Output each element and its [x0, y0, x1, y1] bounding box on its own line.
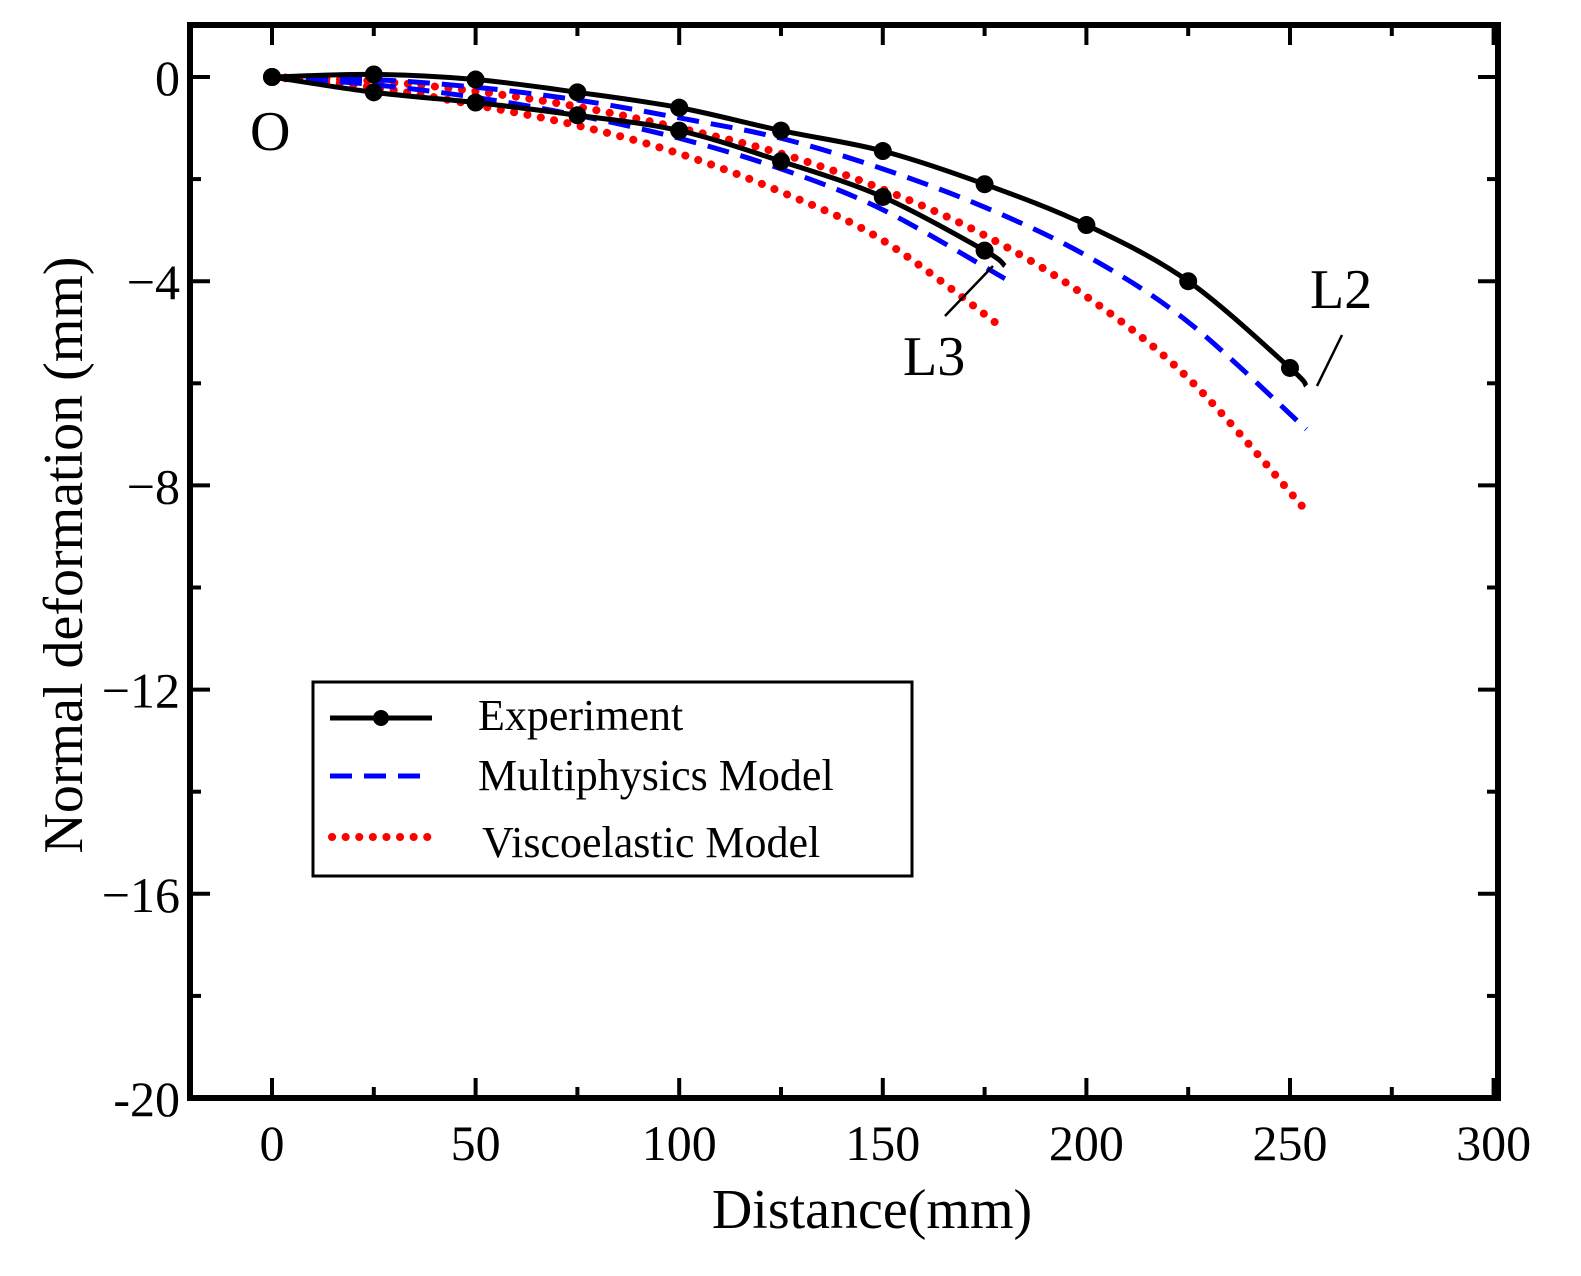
y-tick-label: -20	[113, 1071, 180, 1127]
series-l3-experiment-marker	[670, 121, 689, 140]
series-l2-experiment-marker	[1179, 272, 1198, 291]
series-l2-experiment-marker	[670, 98, 689, 117]
series-l2-multiphysics-model-line	[271, 74, 1308, 432]
series-l3-experiment-marker	[568, 106, 587, 125]
y-axis-label: Normal deformation (mm)	[33, 256, 95, 853]
series-l2-viscoelastic-model-line	[268, 73, 1311, 515]
x-tick-label: 200	[1049, 1115, 1124, 1171]
series-l2-experiment-line	[271, 71, 1309, 388]
series-l2-experiment-marker	[568, 83, 587, 102]
series-l3-multiphysics-model-line	[271, 74, 1007, 281]
y-tick-label: 0	[155, 50, 180, 106]
series-l2-experiment-marker	[466, 70, 485, 89]
legend-experiment-marker	[373, 710, 389, 726]
series-l3-viscoelastic-model-line	[268, 73, 1009, 334]
tick-layer: 0 50 100 150 200 250 300 0 −4 −8 −12 −16 -20	[102, 25, 1531, 1171]
series-l3-experiment-marker	[466, 93, 485, 112]
series-l2-experiment-marker	[364, 65, 383, 84]
y-tick-label: −4	[127, 254, 180, 310]
x-tick-label: 50	[451, 1115, 501, 1171]
y-tick-label: −8	[127, 458, 180, 514]
series-l3-experiment-marker	[263, 68, 281, 86]
series-l2-experiment-marker	[873, 142, 892, 161]
x-tick-label: 250	[1253, 1115, 1328, 1171]
annotation-l2: L2	[1310, 259, 1372, 321]
y-tick-label: −16	[102, 867, 180, 923]
x-tick-label: 0	[260, 1115, 285, 1171]
legend: Experiment Multiphysics Model Viscoelast…	[311, 680, 914, 878]
series-l3-experiment-marker	[975, 241, 994, 260]
series-layer	[263, 65, 1311, 515]
x-tick-label: 150	[845, 1115, 920, 1171]
series-l2-experiment-marker	[1077, 216, 1096, 235]
series-l3-experiment-marker	[873, 187, 892, 206]
legend-box	[311, 680, 914, 878]
x-tick-label: 100	[642, 1115, 717, 1171]
x-tick-label: 300	[1456, 1115, 1531, 1171]
series-l3-experiment-marker	[364, 83, 383, 102]
annotation-layer: O L2 L3	[250, 101, 1372, 388]
annotation-l3-leader	[944, 265, 994, 317]
annotation-o: O	[250, 101, 290, 163]
legend-experiment-label: Experiment	[478, 691, 683, 740]
x-axis-label: Distance(mm)	[712, 1179, 1032, 1241]
plot-frame	[187, 22, 1501, 1101]
series-l2-experiment-marker	[975, 175, 994, 194]
series-l2-experiment-marker	[772, 121, 790, 140]
legend-viscoelastic-label: Viscoelastic Model	[482, 818, 820, 867]
series-l3-experiment-marker	[772, 152, 790, 171]
legend-multiphysics-label: Multiphysics Model	[478, 751, 834, 800]
y-tick-label: −12	[102, 663, 180, 719]
series-l2-experiment-marker	[1281, 358, 1299, 377]
annotation-l3: L3	[903, 326, 965, 388]
annotation-l2-leader	[1315, 334, 1344, 387]
